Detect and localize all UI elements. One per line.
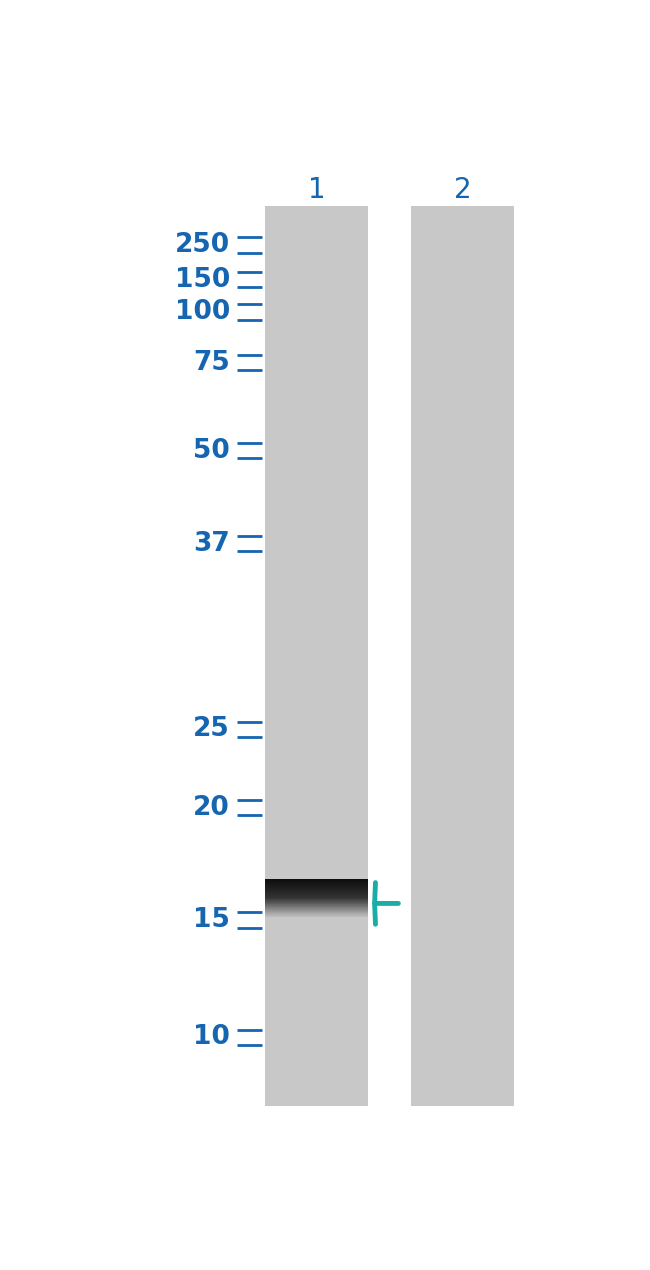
Text: 50: 50 [193,438,230,464]
Text: 150: 150 [175,267,230,292]
Bar [265,206,369,1106]
Text: 2: 2 [454,175,472,203]
Text: 25: 25 [193,716,230,743]
Text: 10: 10 [193,1025,230,1050]
Text: 1: 1 [308,175,326,203]
Bar [411,206,515,1106]
Text: 15: 15 [193,907,230,933]
Text: 250: 250 [175,232,230,258]
Text: 37: 37 [193,531,230,556]
Text: 75: 75 [193,349,230,376]
Text: 100: 100 [175,298,230,325]
Text: 20: 20 [193,795,230,820]
